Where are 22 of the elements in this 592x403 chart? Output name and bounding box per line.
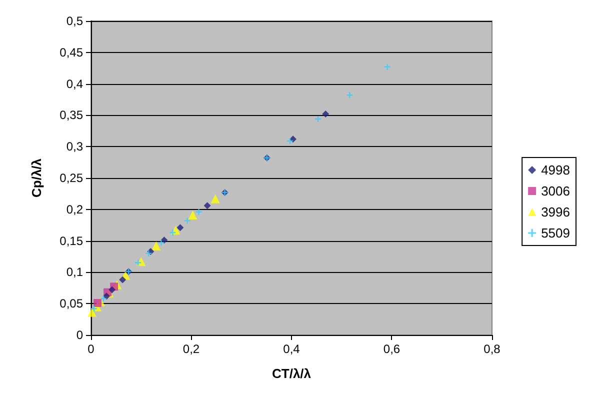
x-tick-label: 0,6	[383, 342, 400, 356]
legend-label: 3006	[541, 184, 570, 198]
legend-label: 3996	[541, 204, 570, 220]
y-tick-label: 0,1	[66, 265, 84, 280]
y-tick-label: 0,5	[66, 14, 84, 28]
y-tick-label: 0,25	[60, 171, 84, 185]
y-tick-label: 0,05	[60, 296, 84, 311]
x-tick-label: 0,8	[484, 342, 501, 356]
x-tick-label: 0	[88, 342, 95, 356]
y-tick-label: 0,35	[60, 108, 84, 122]
x-axis-title: CT/λ/λ	[272, 366, 312, 381]
y-tick-label: 0,3	[66, 140, 84, 154]
y-tick-label: 0	[76, 328, 84, 342]
y-axis-title: Cp/λ/λ	[29, 158, 44, 198]
x-tick-label: 0,4	[283, 342, 300, 356]
legend-label: 5509	[541, 226, 570, 240]
y-tick-label: 0,4	[66, 76, 84, 91]
y-tick-label: 0,45	[60, 45, 84, 60]
y-tick-label: 0,2	[66, 202, 84, 216]
legend-label: 4998	[541, 162, 570, 178]
x-tick-label: 0,2	[182, 342, 200, 356]
y-tick-label: 0,15	[60, 234, 84, 248]
